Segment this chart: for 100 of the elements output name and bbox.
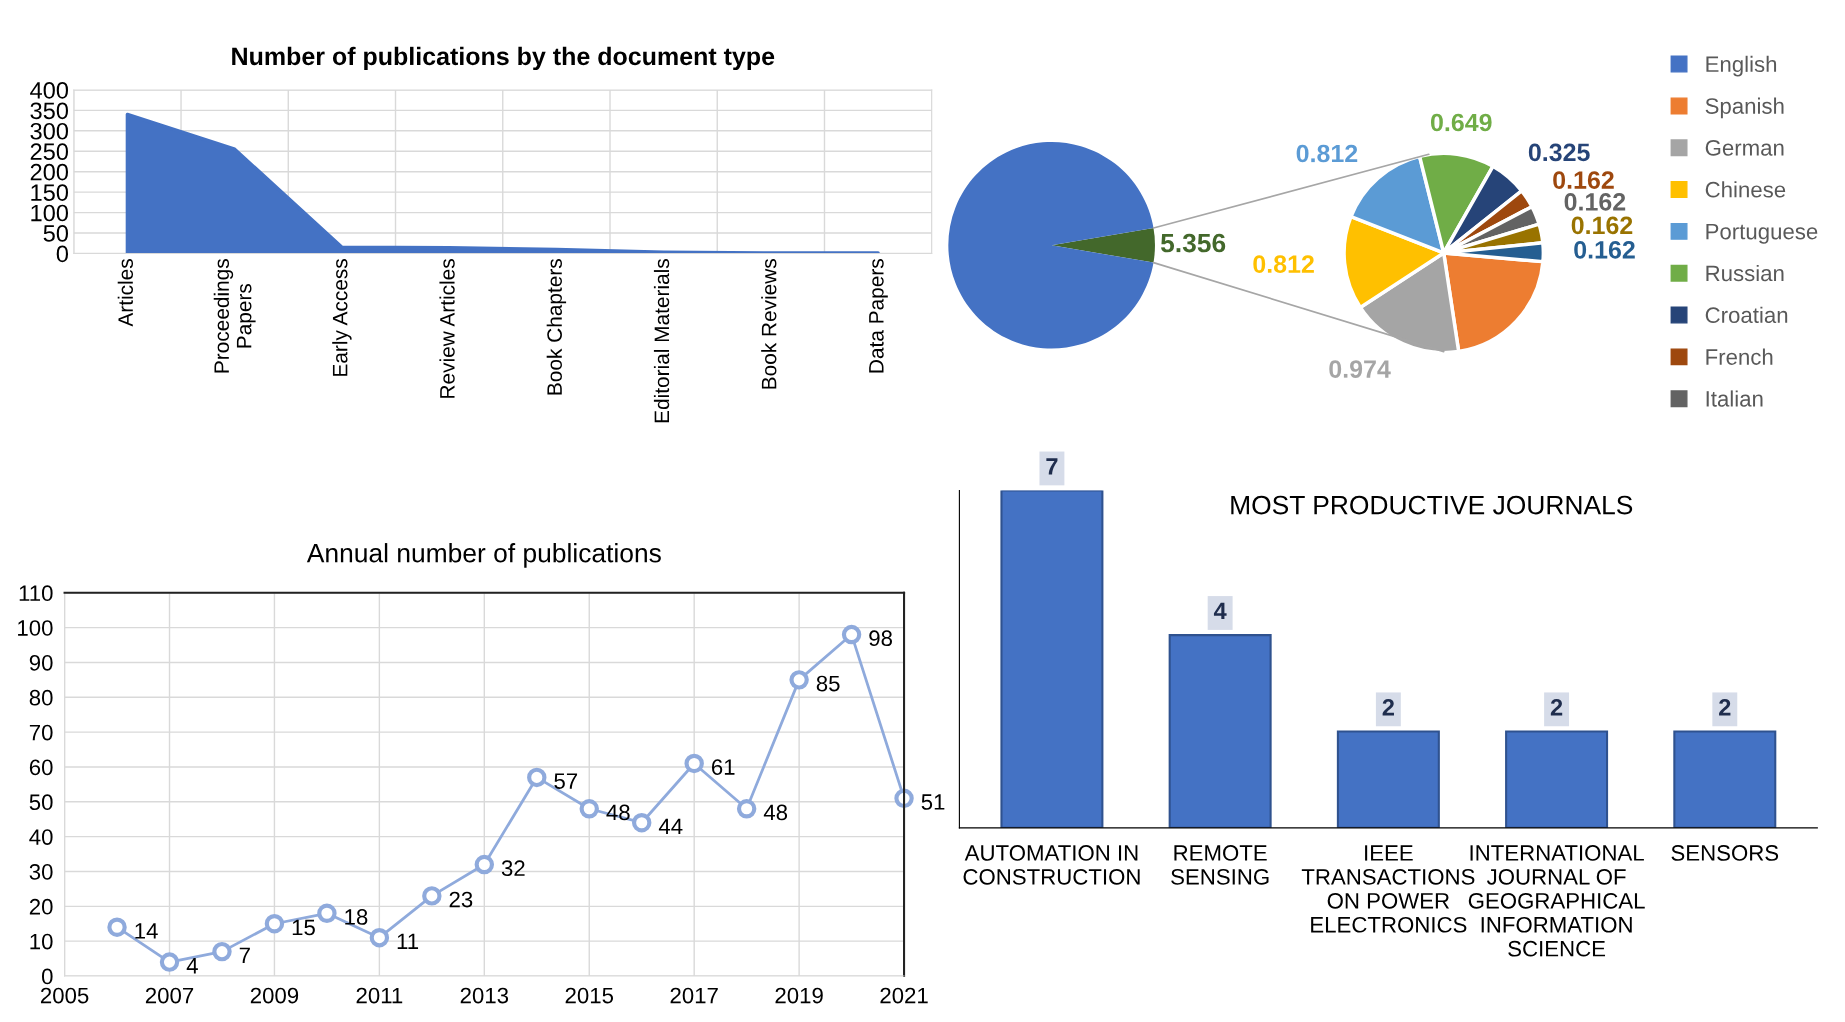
data-label: 14	[135, 923, 158, 939]
y-tick-label: 50	[43, 225, 69, 242]
point	[317, 903, 337, 924]
data-label: 2	[1382, 698, 1394, 716]
data-label: 23	[449, 891, 473, 908]
y-tick-label: 0	[41, 968, 53, 985]
point	[212, 941, 232, 962]
x-tick-label: AUTOMATION IN CONSTRUCTION	[963, 845, 1140, 885]
x-tick-label: 2005	[40, 987, 89, 1004]
x-tick-label: 2017	[670, 987, 718, 1004]
x-tick-label: 2011	[356, 987, 403, 1004]
pie-slice	[1051, 227, 1155, 263]
data-label: 2	[1550, 698, 1563, 716]
data-label: 0.812	[1253, 255, 1314, 273]
point	[422, 886, 442, 906]
data-label: 98	[869, 630, 892, 647]
data-label: 0.325	[1528, 143, 1590, 162]
x-tick-label: Data Papers	[869, 259, 888, 373]
x-tick-label: 2013	[460, 987, 509, 1004]
legend-label: Croatian	[1705, 306, 1788, 324]
legend-label: English	[1706, 55, 1777, 77]
y-tick-label: 0	[56, 245, 69, 263]
data-label: 0.162	[1571, 216, 1633, 235]
legend-label: French	[1706, 348, 1773, 365]
data-label: 0.649	[1430, 113, 1492, 132]
data-label: 5.356	[1160, 233, 1226, 253]
x-tick-label: REMOTE SENSING	[1171, 845, 1269, 885]
chart-title: Annual number of publications	[306, 543, 661, 568]
point	[107, 917, 127, 937]
point	[841, 624, 862, 645]
data-label: 32	[501, 860, 525, 877]
y-tick-label: 10	[30, 933, 53, 950]
x-tick-label: 2009	[250, 987, 299, 1004]
point	[684, 753, 704, 774]
y-tick-label: 80	[29, 689, 53, 706]
x-tick-label: Book Reviews	[761, 259, 777, 389]
data-label: 4	[186, 958, 198, 974]
data-label: 48	[606, 804, 630, 821]
point	[369, 927, 390, 948]
y-tick-label: 70	[29, 724, 53, 741]
data-label: 15	[292, 919, 315, 936]
legend-label: Russian	[1706, 264, 1784, 282]
pie-slice	[948, 141, 1154, 349]
y-tick-label: 400	[30, 82, 69, 99]
y-tick-label: 200	[30, 163, 69, 181]
data-label: 7	[239, 947, 250, 963]
y-tick-label: 40	[29, 829, 53, 845]
point	[789, 670, 809, 690]
x-tick-label: Articles	[117, 259, 134, 327]
y-tick-label: 110	[19, 585, 53, 602]
y-tick-label: 350	[30, 102, 69, 120]
data-label: 44	[658, 818, 683, 835]
x-tick-label: Early Access	[332, 259, 352, 376]
point	[631, 812, 652, 833]
point	[527, 767, 547, 788]
y-tick-label: 50	[29, 794, 53, 811]
legend-label: Spanish	[1705, 97, 1784, 119]
x-tick-label: Editorial Materials	[653, 259, 670, 423]
x-tick-label: 2007	[145, 987, 194, 1004]
data-label: 61	[711, 759, 735, 775]
y-tick-label: 300	[30, 122, 69, 140]
legend-label: Portuguese	[1706, 223, 1818, 244]
x-tick-label: 2021	[880, 987, 928, 1004]
x-tick-label: Review Articles	[439, 259, 455, 398]
chart-title: MOST PRODUCTIVE JOURNALS	[1231, 495, 1633, 515]
x-tick-label: SENSORS	[1671, 845, 1779, 861]
data-label: 7	[1046, 458, 1058, 475]
y-tick-label: 150	[31, 184, 69, 201]
data-label: 57	[554, 773, 578, 789]
data-label: 4	[1213, 602, 1227, 620]
legend-label: German	[1705, 140, 1784, 156]
x-tick-label: Book Chapters	[546, 259, 567, 395]
y-tick-label: 20	[29, 898, 53, 915]
point	[264, 914, 285, 934]
data-label: 51	[921, 794, 945, 810]
point	[736, 799, 757, 819]
data-label: 48	[763, 804, 788, 821]
x-tick-label: Proceedings Papers	[213, 259, 256, 373]
data-label: 2	[1719, 698, 1731, 716]
data-label: 0.162	[1553, 171, 1614, 189]
x-tick-label: 2015	[565, 987, 614, 1004]
legend-label: Italian	[1706, 390, 1763, 407]
y-tick-label: 100	[31, 204, 69, 222]
y-tick-label: 100	[18, 620, 53, 636]
data-label: 11	[397, 933, 419, 949]
point	[159, 952, 180, 972]
chart-title: Number of publications by the document type	[232, 46, 775, 71]
data-label: 0.162	[1574, 240, 1635, 259]
data-label: 85	[816, 675, 840, 692]
legend-label: Chinese	[1705, 181, 1786, 198]
data-label: 0.812	[1296, 144, 1358, 163]
point	[474, 854, 495, 875]
data-label: 0.974	[1329, 360, 1391, 378]
y-tick-label: 30	[29, 864, 53, 880]
y-tick-label: 60	[29, 759, 53, 776]
point	[579, 799, 599, 819]
y-tick-label: 90	[29, 654, 53, 671]
data-label: 18	[345, 909, 368, 925]
data-label: 0.162	[1564, 192, 1626, 211]
y-tick-label: 250	[30, 143, 69, 161]
